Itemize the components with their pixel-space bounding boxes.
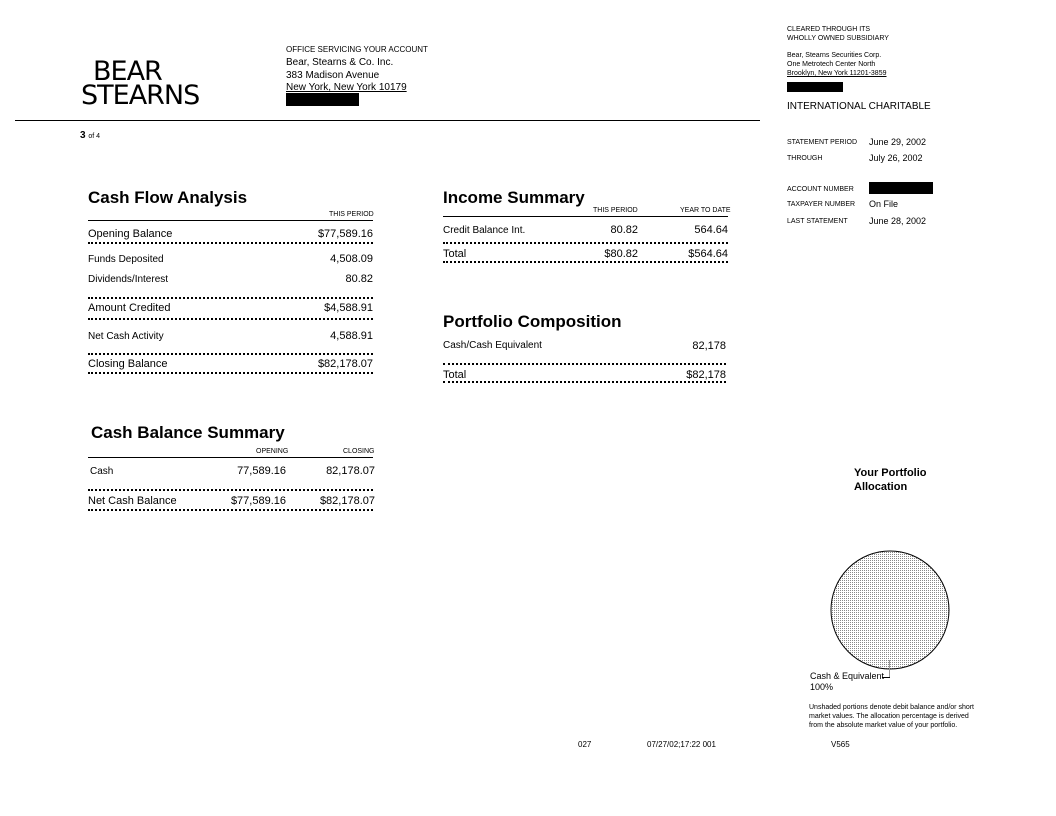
cash-flow-title: Cash Flow Analysis [88, 188, 248, 207]
account-name: INTERNATIONAL CHARITABLE [787, 101, 931, 112]
taxpayer-value: On File [869, 199, 899, 209]
portfolio-title: Portfolio Composition [443, 312, 622, 331]
logo-line2: STEARNS [81, 80, 200, 111]
divider [443, 216, 728, 217]
cash-balance-closing: 82,178.07 [326, 465, 375, 477]
page-number: 3 [80, 130, 86, 141]
income-col2: YEAR TO DATE [680, 207, 731, 214]
allocation-title-2: Allocation [854, 481, 908, 493]
cash-flow-label: Closing Balance [88, 358, 168, 370]
logo-line1: BEAR [93, 56, 163, 87]
cash-flow-value: $77,589.16 [317, 228, 373, 240]
page-indicator: 3 of 4 [80, 130, 100, 141]
cash-flow-value: $4,588.91 [324, 302, 373, 314]
divider [88, 220, 373, 221]
income-period: $80.82 [604, 248, 638, 260]
period-value: June 29, 2002 [869, 137, 927, 147]
taxpayer-label: TAXPAYER NUMBER [787, 201, 856, 208]
through-value: July 26, 2002 [869, 153, 923, 163]
divider [88, 353, 373, 355]
redacted-block [787, 82, 843, 92]
portfolio-value: 82,178 [692, 340, 726, 352]
cash-flow-value: 4,508.09 [330, 253, 373, 265]
cash-balance-opening: $77,589.16 [230, 495, 286, 507]
clearing-line1: CLEARED THROUGH ITS [787, 26, 871, 33]
clearing-line2: WHOLLY OWNED SUBSIDIARY [787, 35, 889, 42]
period-label: STATEMENT PERIOD [787, 139, 858, 146]
page-of: of 4 [88, 133, 101, 140]
office-name: Bear, Stearns & Co. Inc. [286, 57, 394, 68]
pie-percent: 100% [810, 682, 834, 692]
cash-balance-opening: 77,589.16 [237, 465, 286, 477]
cash-balance-label: Net Cash Balance [88, 495, 177, 507]
pie-leader-tick [882, 677, 890, 678]
divider [443, 242, 728, 244]
last-statement-label: LAST STATEMENT [787, 218, 848, 225]
portfolio-label: Cash/Cash Equivalent [443, 340, 542, 351]
cash-flow-col-header: THIS PERIOD [329, 211, 374, 218]
last-statement-value: June 28, 2002 [869, 216, 927, 226]
divider [88, 489, 373, 491]
office-label: OFFICE SERVICING YOUR ACCOUNT [286, 45, 428, 54]
office-city: New York, New York 10179 [286, 82, 407, 93]
bear-stearns-logo: BEAR STEARNS [81, 56, 200, 109]
income-label: Credit Balance Int. [443, 225, 526, 236]
account-label: ACCOUNT NUMBER [787, 186, 854, 193]
divider [88, 372, 373, 374]
divider [88, 297, 373, 299]
cash-flow-value: 80.82 [345, 273, 373, 285]
clearing-city: Brooklyn, New York 11201-3859 [787, 70, 887, 77]
cash-balance-title: Cash Balance Summary [91, 423, 285, 442]
allocation-note-1: Unshaded portions denote debit balance a… [809, 704, 975, 711]
cash-balance-col2: CLOSING [343, 448, 375, 455]
cash-balance-label: Cash [90, 466, 114, 477]
divider [88, 457, 373, 458]
divider [443, 363, 726, 365]
cash-balance-col1: OPENING [256, 448, 289, 455]
income-period: 80.82 [610, 224, 638, 236]
pie-slice-cash-equivalent [830, 550, 950, 670]
cash-flow-label: Funds Deposited [88, 254, 164, 265]
pie-leader-line [889, 660, 890, 677]
pie-label: Cash & Equivalent [810, 671, 885, 681]
income-title: Income Summary [443, 188, 585, 207]
divider [88, 509, 373, 511]
footer-timestamp: 07/27/02;17:22 001 [647, 740, 716, 749]
income-ytd: 564.64 [694, 224, 728, 236]
cash-flow-value: $82,178.07 [317, 358, 373, 370]
income-ytd: $564.64 [688, 248, 728, 260]
cash-flow-label: Dividends/Interest [88, 274, 169, 285]
divider [443, 381, 726, 383]
clearing-name: Bear, Stearns Securities Corp. [787, 52, 882, 59]
portfolio-value: $82,178 [686, 369, 726, 381]
cash-flow-label: Net Cash Activity [88, 331, 164, 342]
divider [88, 242, 373, 244]
footer-form-code: V565 [831, 740, 850, 749]
portfolio-label: Total [443, 369, 467, 381]
cash-flow-label: Opening Balance [88, 228, 173, 240]
header-rule [15, 120, 760, 121]
cash-flow-value: 4,588.91 [330, 330, 373, 342]
allocation-note-2: market values. The allocation percentage… [809, 713, 969, 720]
redacted-block [286, 93, 359, 106]
divider [88, 318, 373, 320]
income-label: Total [443, 248, 467, 260]
office-street: 383 Madison Avenue [286, 70, 380, 81]
clearing-street: One Metrotech Center North [787, 61, 876, 68]
allocation-note-3: from the absolute market value of your p… [809, 722, 958, 729]
footer-code: 027 [578, 740, 592, 749]
cash-balance-closing: $82,178.07 [319, 495, 375, 507]
cash-flow-label: Amount Credited [88, 302, 171, 314]
income-col1: THIS PERIOD [593, 207, 638, 214]
allocation-title-1: Your Portfolio [854, 467, 927, 479]
divider [443, 261, 728, 263]
redacted-account-number [869, 182, 933, 194]
allocation-pie-chart [830, 550, 950, 670]
through-label: THROUGH [787, 155, 823, 162]
